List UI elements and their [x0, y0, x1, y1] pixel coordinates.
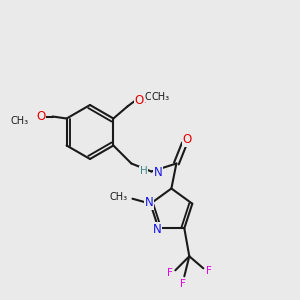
Text: F: F — [180, 279, 186, 289]
Text: H: H — [140, 167, 147, 176]
Text: F: F — [206, 266, 212, 276]
Text: CH₃: CH₃ — [152, 92, 169, 103]
Text: N: N — [153, 166, 162, 179]
Text: O: O — [137, 95, 146, 106]
Text: CH₃: CH₃ — [109, 192, 128, 202]
Text: O: O — [36, 110, 45, 123]
Text: N: N — [145, 196, 154, 209]
Text: CH₃: CH₃ — [144, 92, 162, 101]
Text: N: N — [153, 223, 162, 236]
Text: F: F — [167, 268, 173, 278]
Text: CH₃: CH₃ — [11, 116, 28, 125]
Text: O: O — [135, 94, 144, 107]
Text: O: O — [183, 133, 192, 146]
